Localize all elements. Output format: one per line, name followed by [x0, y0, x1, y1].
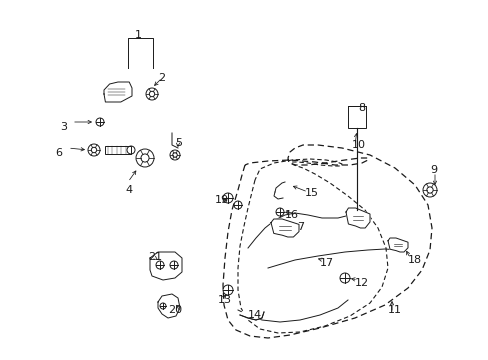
Text: 21: 21 [148, 252, 162, 262]
Polygon shape [150, 252, 182, 280]
Text: 9: 9 [429, 165, 436, 175]
Bar [347, 106, 365, 128]
Text: 5: 5 [175, 138, 182, 148]
Polygon shape [387, 238, 407, 252]
Text: 3: 3 [60, 122, 67, 132]
Text: 14: 14 [247, 310, 262, 320]
Text: 13: 13 [218, 295, 231, 305]
Text: 19: 19 [215, 195, 229, 205]
Text: 4: 4 [125, 185, 132, 195]
Polygon shape [270, 219, 298, 237]
Polygon shape [158, 294, 180, 318]
Text: 18: 18 [407, 255, 421, 265]
Polygon shape [346, 208, 369, 228]
Text: 7: 7 [296, 222, 304, 232]
Text: 15: 15 [305, 188, 318, 198]
Text: 6: 6 [55, 148, 62, 158]
Text: 16: 16 [285, 210, 298, 220]
Text: 10: 10 [351, 140, 365, 150]
Polygon shape [104, 82, 132, 102]
Text: 12: 12 [354, 278, 368, 288]
Text: 1: 1 [135, 30, 142, 40]
Text: 2: 2 [158, 73, 165, 83]
Text: 11: 11 [387, 305, 401, 315]
Text: 17: 17 [319, 258, 333, 268]
Polygon shape [240, 306, 264, 320]
Text: 20: 20 [168, 305, 182, 315]
Text: 8: 8 [357, 103, 365, 113]
Bar [105, 146, 131, 154]
